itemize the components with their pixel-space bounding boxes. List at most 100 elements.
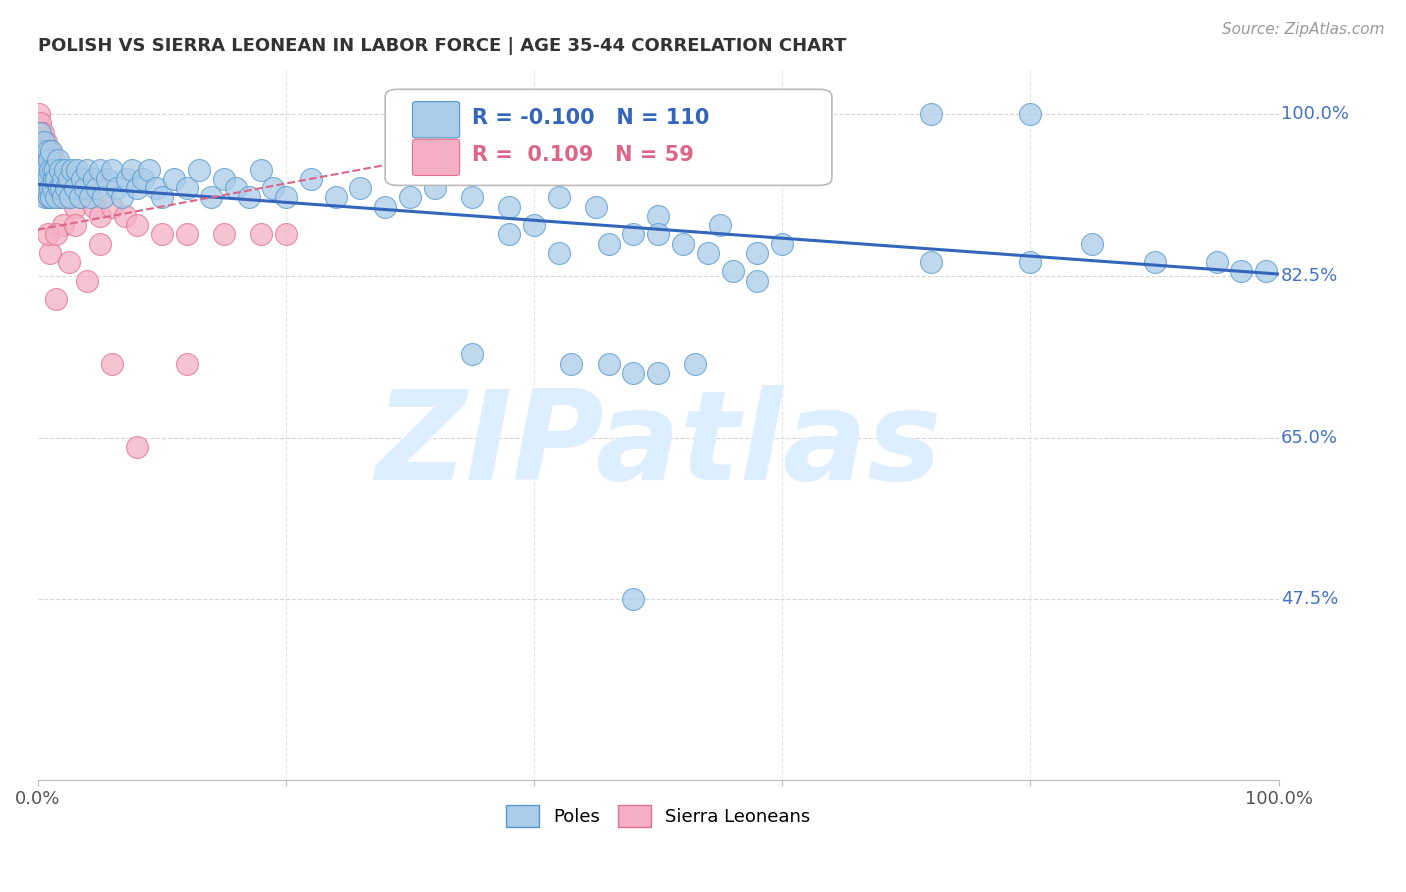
Point xyxy=(31,144,53,158)
Point xyxy=(32,135,55,149)
Point xyxy=(79,190,101,204)
Point xyxy=(58,172,80,186)
Point xyxy=(709,218,731,232)
Point xyxy=(45,292,67,306)
Point xyxy=(1256,264,1278,278)
Point xyxy=(62,162,84,177)
Point xyxy=(48,181,70,195)
Point xyxy=(31,162,53,177)
Point xyxy=(44,172,66,186)
Point xyxy=(145,181,167,195)
Point xyxy=(101,200,124,214)
Point xyxy=(30,116,52,130)
Point xyxy=(101,162,124,177)
Point xyxy=(150,227,173,242)
Point xyxy=(498,200,520,214)
Point xyxy=(41,144,63,158)
Point xyxy=(72,172,94,186)
Point xyxy=(39,144,62,158)
Point xyxy=(349,181,371,195)
Point xyxy=(28,172,51,186)
Point xyxy=(621,227,644,242)
Point xyxy=(39,162,62,177)
Point xyxy=(51,218,73,232)
Point xyxy=(560,357,582,371)
Point xyxy=(53,190,76,204)
Point xyxy=(96,172,118,186)
Point xyxy=(598,357,620,371)
Point xyxy=(41,181,63,195)
Point xyxy=(38,153,60,168)
Point xyxy=(83,200,105,214)
Point xyxy=(176,357,198,371)
Point xyxy=(31,126,53,140)
Point xyxy=(46,153,69,168)
Point xyxy=(32,135,55,149)
Point xyxy=(274,190,297,204)
FancyBboxPatch shape xyxy=(385,89,832,186)
Point xyxy=(105,181,128,195)
Point xyxy=(76,162,98,177)
Point xyxy=(121,162,143,177)
Point xyxy=(647,227,669,242)
Text: 65.0%: 65.0% xyxy=(1281,429,1339,447)
Point xyxy=(28,107,51,121)
Point xyxy=(37,144,59,158)
Point xyxy=(38,190,60,204)
Point xyxy=(51,172,73,186)
Point xyxy=(176,227,198,242)
Point xyxy=(30,126,52,140)
Point xyxy=(225,181,247,195)
Point xyxy=(37,172,59,186)
Point xyxy=(498,227,520,242)
Point xyxy=(238,190,260,204)
Point xyxy=(920,255,942,269)
Text: R = -0.100   N = 110: R = -0.100 N = 110 xyxy=(472,108,710,128)
Point xyxy=(299,172,322,186)
Point xyxy=(1019,107,1042,121)
Point xyxy=(212,227,235,242)
Point xyxy=(58,172,80,186)
Point xyxy=(39,181,62,195)
Point xyxy=(212,172,235,186)
Point xyxy=(63,218,86,232)
Point xyxy=(37,144,59,158)
Point xyxy=(399,190,422,204)
Text: ZIPatlas: ZIPatlas xyxy=(375,384,942,506)
Legend: Poles, Sierra Leoneans: Poles, Sierra Leoneans xyxy=(499,798,817,835)
Point xyxy=(672,236,695,251)
Point xyxy=(150,190,173,204)
Point xyxy=(647,209,669,223)
Point xyxy=(41,162,63,177)
Point xyxy=(374,200,396,214)
Point xyxy=(66,162,89,177)
Point xyxy=(747,245,769,260)
Point xyxy=(461,347,484,361)
Point xyxy=(38,153,60,168)
Point xyxy=(1230,264,1253,278)
Point xyxy=(51,181,73,195)
Point xyxy=(41,190,63,204)
Point xyxy=(176,181,198,195)
Point xyxy=(31,181,53,195)
Text: 100.0%: 100.0% xyxy=(1281,105,1350,123)
Point xyxy=(35,153,58,168)
Point xyxy=(125,181,148,195)
Point xyxy=(250,227,273,242)
Point xyxy=(86,181,108,195)
Point xyxy=(42,153,65,168)
Point xyxy=(48,181,70,195)
Point xyxy=(548,190,571,204)
Point xyxy=(274,227,297,242)
Point xyxy=(685,357,707,371)
Text: 82.5%: 82.5% xyxy=(1281,267,1339,285)
Point xyxy=(73,181,96,195)
Point xyxy=(200,190,222,204)
Point xyxy=(132,172,155,186)
Point xyxy=(696,245,718,260)
Point xyxy=(49,190,72,204)
Text: R =  0.109   N = 59: R = 0.109 N = 59 xyxy=(472,145,695,165)
Point xyxy=(747,274,769,288)
Point xyxy=(45,190,67,204)
Point xyxy=(59,190,82,204)
